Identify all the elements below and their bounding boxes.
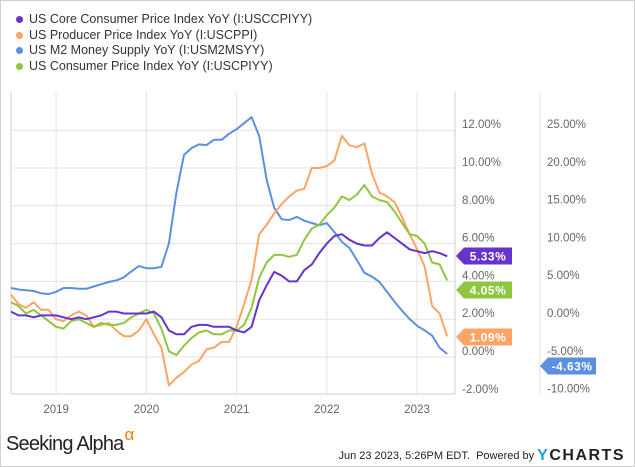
legend-dot-icon xyxy=(16,47,23,55)
right-axis-tick-label: 10.00% xyxy=(547,232,586,244)
right-axis-tick-label: 15.00% xyxy=(547,195,586,207)
series-line-2 xyxy=(10,116,448,355)
left-axis-tick-label: -2.00% xyxy=(462,384,498,396)
last-value-label-1: 1.09% xyxy=(470,331,507,345)
alpha-mark: α xyxy=(124,425,134,444)
left-axis-tick-label: 10.00% xyxy=(462,157,501,169)
x-axis-tick-label: 2023 xyxy=(404,404,430,416)
last-value-label-3: 4.05% xyxy=(470,284,507,298)
legend-label: US Consumer Price Index YoY (I:USCPIYY) xyxy=(29,58,273,73)
legend-item-ppi[interactable]: US Producer Price Index YoY (I:USCPPI) xyxy=(16,28,312,44)
last-value-flag-3 xyxy=(456,281,512,299)
right-axis-tick-label: 20.00% xyxy=(547,157,586,169)
x-axis-tick-label: 2021 xyxy=(224,404,250,416)
timestamp: Jun 23 2023, 5:26PM EDT. xyxy=(338,450,470,462)
footer-credits: Jun 23 2023, 5:26PM EDT. Powered by YCHA… xyxy=(338,447,625,465)
right-axis-tick-label: 0.00% xyxy=(547,308,580,320)
series-line-0 xyxy=(10,231,448,336)
series-line-3 xyxy=(10,184,449,357)
right-axis-tick-label: 5.00% xyxy=(547,270,580,282)
legend: US Core Consumer Price Index YoY (I:USCC… xyxy=(16,12,312,74)
legend-dot-icon xyxy=(16,16,23,24)
brand-text: Seeking Alpha xyxy=(6,433,124,455)
powered-by-text: Powered by xyxy=(476,450,535,462)
left-axis-tick-label: 4.00% xyxy=(462,270,495,282)
legend-dot-icon xyxy=(16,31,23,39)
right-axis-tick-label: -10.00% xyxy=(547,384,590,396)
left-axis-tick-label: 12.00% xyxy=(462,119,501,131)
ycharts-rest: CHARTS xyxy=(549,447,625,464)
left-axis-tick-label: 8.00% xyxy=(462,195,495,207)
x-axis-tick-label: 2020 xyxy=(134,404,160,416)
x-axis-tick-label: 2019 xyxy=(43,404,69,416)
left-axis-tick-label: 6.00% xyxy=(462,233,495,245)
legend-item-m2[interactable]: US M2 Money Supply YoY (I:USM2MSYY) xyxy=(16,43,312,59)
grid xyxy=(11,92,455,394)
last-value-flag-2 xyxy=(540,357,596,375)
ycharts-y: Y xyxy=(537,447,550,464)
right-axis-tick-label: 25.00% xyxy=(547,119,586,131)
seeking-alpha-logo: Seeking Alphaα xyxy=(6,425,134,456)
last-value-labels: 5.33% 1.09% -4.63% 4.05% xyxy=(456,247,596,375)
legend-item-cpi[interactable]: US Consumer Price Index YoY (I:USCPIYY) xyxy=(16,59,312,75)
left-axis-tick-label: 2.00% xyxy=(462,308,495,320)
legend-item-core-cpi[interactable]: US Core Consumer Price Index YoY (I:USCC… xyxy=(16,12,312,28)
right-axis-tick-label: -5.00% xyxy=(547,346,583,358)
ycharts-logo[interactable]: YCHARTS xyxy=(537,447,625,465)
legend-label: US Producer Price Index YoY (I:USCPPI) xyxy=(29,27,258,42)
left-axis-tick-label: 0.00% xyxy=(462,346,495,358)
last-value-flag-1 xyxy=(456,328,512,346)
last-value-label-2: -4.63% xyxy=(551,360,592,374)
legend-dot-icon xyxy=(16,62,23,70)
axes: -2.00% 0.00% 2.00% 4.00% 6.00% 8.00% 10.00% 12.… xyxy=(10,92,590,416)
x-axis-tick-label: 2022 xyxy=(314,404,340,416)
legend-label: US M2 Money Supply YoY (I:USM2MSYY) xyxy=(29,43,265,57)
last-value-label-0: 5.33% xyxy=(470,250,507,264)
series-lines xyxy=(10,116,449,387)
legend-label: US Core Consumer Price Index YoY (I:USCC… xyxy=(29,12,313,26)
series-line-1 xyxy=(10,134,449,387)
last-value-flag-0 xyxy=(456,247,512,265)
